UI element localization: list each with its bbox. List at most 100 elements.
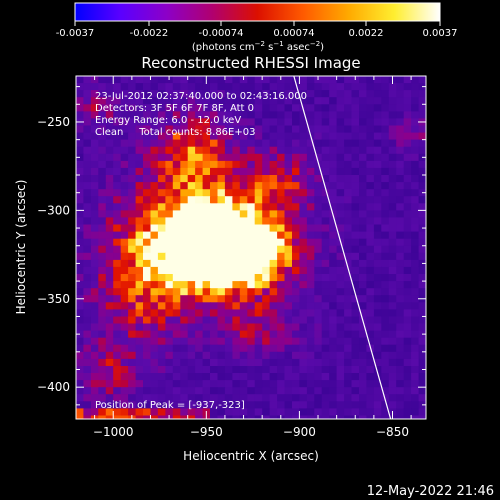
heatmap-cell (247, 358, 256, 367)
heatmap-cell (247, 408, 256, 417)
heatmap-cell (336, 125, 345, 134)
heatmap-cell (239, 146, 248, 155)
heatmap-cell (306, 182, 315, 190)
heatmap-cell (128, 97, 137, 105)
heatmap-cell (90, 132, 99, 141)
heatmap-cell (254, 401, 263, 409)
heatmap-cell (403, 132, 412, 141)
heatmap-cell (105, 415, 114, 419)
heatmap-cell (165, 97, 174, 105)
heatmap-cell (269, 337, 278, 346)
heatmap-cell (150, 167, 159, 176)
heatmap-cell (224, 401, 233, 409)
heatmap-cell (418, 373, 426, 381)
heatmap-cell (210, 344, 218, 353)
heatmap-cell (90, 295, 99, 303)
heatmap-cell (344, 160, 353, 169)
heatmap-cell (314, 259, 323, 268)
heatmap-cell (165, 309, 174, 318)
heatmap-cell (254, 189, 263, 197)
heatmap-cell (388, 401, 397, 409)
heatmap-cell (366, 231, 375, 240)
heatmap-cell (165, 139, 174, 148)
heatmap-cell (277, 358, 286, 367)
heatmap-cell (396, 358, 405, 367)
heatmap-cell (128, 394, 137, 402)
heatmap-cell (113, 111, 122, 120)
heatmap-cell (180, 358, 189, 367)
heatmap-cell (135, 97, 144, 105)
heatmap-cell (262, 245, 271, 254)
heatmap-cell (366, 97, 375, 105)
heatmap-cell (76, 387, 84, 395)
heatmap-cell (195, 139, 204, 148)
heatmap-cell (120, 351, 129, 360)
heatmap-cell (239, 160, 248, 169)
heatmap-cell (157, 118, 166, 127)
heatmap-cell (366, 175, 375, 183)
heatmap-cell (269, 196, 278, 204)
heatmap-cell (306, 351, 315, 360)
heatmap-cell (292, 210, 300, 219)
heatmap-cell (299, 415, 308, 419)
heatmap-cell (98, 288, 107, 296)
heatmap-cell (344, 351, 353, 360)
heatmap-cell (329, 401, 338, 409)
heatmap-cell (344, 203, 353, 211)
heatmap-cell (247, 323, 256, 332)
heatmap-cell (83, 274, 92, 282)
heatmap-cell (113, 160, 122, 169)
heatmap-cell (329, 295, 338, 303)
heatmap-cell (388, 330, 397, 339)
heatmap-cell (232, 394, 241, 402)
heatmap-cell (90, 97, 99, 105)
heatmap-cell (418, 380, 426, 388)
annotation-clean-counts: Clean Total counts: 8.86E+03 (95, 127, 255, 138)
heatmap-cell (426, 126, 434, 134)
heatmap-cell (262, 281, 271, 289)
heatmap-cell (284, 387, 293, 395)
heatmap-cell (172, 210, 181, 219)
heatmap-cell (359, 408, 367, 417)
heatmap-cell (150, 380, 159, 388)
heatmap-cell (277, 309, 286, 318)
heatmap-cell (180, 252, 189, 261)
heatmap-cell (292, 203, 300, 211)
heatmap-cell (143, 323, 151, 332)
heatmap-cell (314, 97, 323, 105)
heatmap-cell (321, 203, 330, 211)
heatmap-cell (232, 423, 240, 431)
heatmap-cell (247, 394, 256, 402)
heatmap-cell (314, 203, 323, 211)
heatmap-cell (120, 380, 129, 388)
heatmap-cell (351, 97, 360, 105)
heatmap-cell (113, 245, 122, 254)
colorbar-tick-label: 0.0037 (423, 28, 458, 39)
heatmap-cell (232, 337, 241, 346)
heatmap-cell (403, 252, 412, 261)
heatmap-cell (224, 259, 233, 268)
heatmap-cell (150, 111, 159, 120)
heatmap-cell (202, 238, 211, 247)
heatmap-cell (336, 401, 345, 409)
heatmap-cell (172, 358, 181, 367)
heatmap-cell (329, 394, 338, 402)
heatmap-cell (143, 316, 151, 325)
heatmap-cell (277, 125, 286, 134)
heatmap-cell (202, 295, 211, 303)
heatmap-cell (180, 118, 189, 127)
heatmap-cell (224, 245, 233, 254)
heatmap-cell (277, 167, 286, 176)
heatmap-cell (135, 266, 144, 275)
heatmap-cell (165, 423, 173, 431)
heatmap-cell (306, 167, 315, 176)
heatmap-cell (418, 288, 426, 296)
heatmap-cell (306, 90, 315, 98)
heatmap-cell (90, 302, 99, 310)
heatmap-cell (329, 217, 338, 226)
heatmap-cell (165, 373, 174, 381)
heatmap-cell (187, 380, 196, 388)
heatmap-cell (262, 266, 271, 275)
heatmap-cell (239, 380, 248, 388)
heatmap-cell (418, 309, 426, 318)
